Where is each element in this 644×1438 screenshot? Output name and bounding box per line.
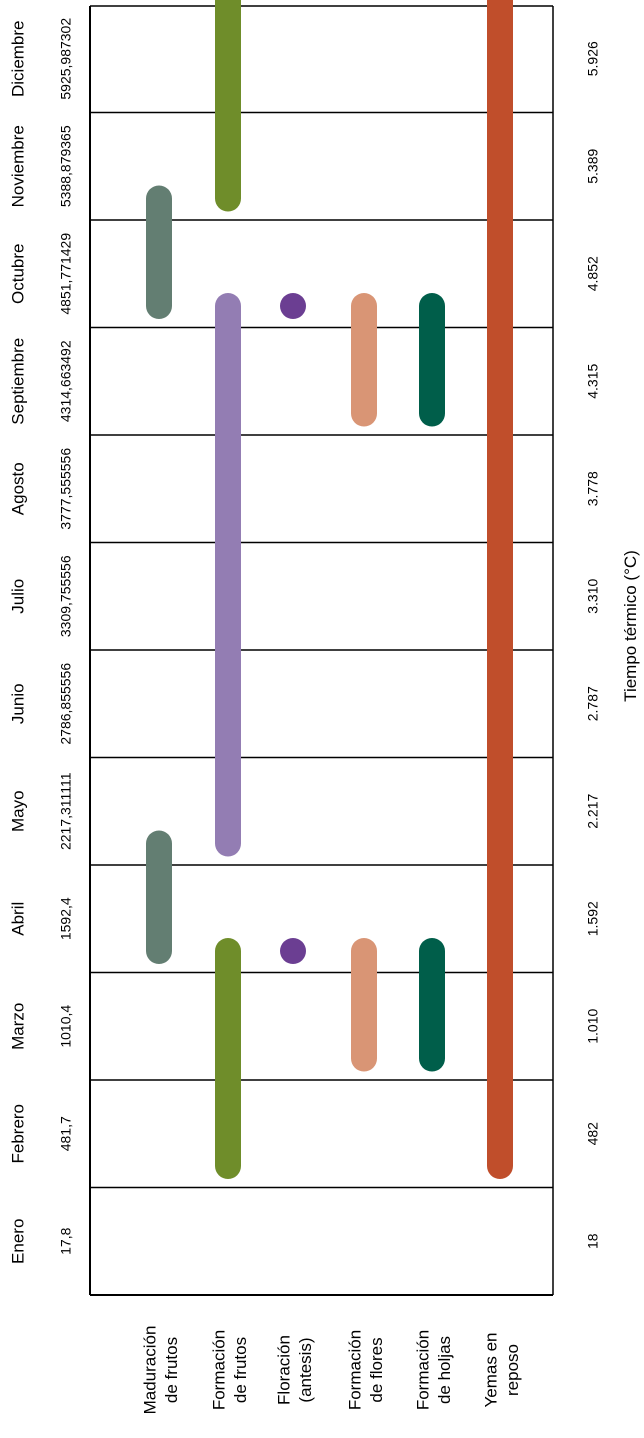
thermal-raw-label: 4314,663492	[58, 340, 74, 422]
month-label: Junio	[8, 683, 27, 724]
phenology-bar	[419, 293, 445, 427]
thermal-raw-label: 481,7	[58, 1116, 74, 1151]
category-label-line: reposo	[503, 1344, 522, 1396]
thermal-tick-label: 4.315	[585, 364, 601, 399]
category-label-line: Floración	[275, 1335, 294, 1405]
phenology-bar	[351, 938, 377, 1072]
phenology-bar	[419, 938, 445, 1072]
thermal-raw-label: 2217,311111	[58, 772, 74, 850]
category-label-line: de frutos	[231, 1337, 250, 1403]
month-label: Septiembre	[8, 338, 27, 425]
thermal-raw-label: 5925,987302	[58, 18, 74, 100]
thermal-tick-label: 5.389	[585, 149, 601, 184]
category-label-line: Formación	[346, 1330, 365, 1410]
thermal-tick-label: 3.310	[585, 579, 601, 614]
phenology-bar	[351, 293, 377, 427]
category-label: Formación de flores	[346, 1330, 386, 1410]
label-layer: Enero 17,8 18 Febrero 481,7 482 Marzo 1010,4 1.0…	[8, 18, 600, 1415]
month-label: Enero	[8, 1219, 27, 1264]
thermal-tick-label: 2.217	[585, 794, 601, 829]
month-label: Mayo	[8, 790, 27, 832]
x-axis-title: Tiempo térmico (°C)	[621, 550, 640, 702]
thermal-raw-label: 3777,555556	[58, 448, 74, 530]
month-label: Marzo	[8, 1003, 27, 1050]
category-label-line: de flores	[367, 1337, 386, 1402]
thermal-tick-label: 3.778	[585, 471, 601, 506]
month-label: Agosto	[8, 462, 27, 515]
month-label: Abril	[8, 902, 27, 936]
thermal-tick-label: 18	[585, 1233, 601, 1249]
thermal-tick-label: 2.787	[585, 686, 601, 721]
phenology-bar	[146, 830, 172, 964]
month-label: Julio	[8, 579, 27, 614]
thermal-tick-label: 482	[585, 1122, 601, 1146]
category-label: Maduración de frutos	[141, 1326, 181, 1415]
phenology-bar	[215, 938, 241, 1179]
category-label-line: Yemas en	[482, 1333, 501, 1408]
phenology-bar	[487, 0, 513, 1179]
month-label: Diciembre	[8, 20, 27, 97]
category-label-line: Maduración	[141, 1326, 160, 1415]
month-label: Octubre	[8, 244, 27, 304]
bar-layer	[146, 0, 513, 1179]
category-label-line: Formación	[210, 1330, 229, 1410]
category-label: Yemas en reposo	[482, 1333, 522, 1408]
phenology-bar	[215, 0, 241, 212]
grid-layer	[89, 5, 554, 1296]
thermal-raw-label: 4851,771429	[58, 233, 74, 315]
thermal-tick-label: 5.926	[585, 41, 601, 76]
thermal-raw-label: 2786,855556	[58, 663, 74, 745]
category-label: Floración (antesis)	[275, 1335, 315, 1405]
thermal-tick-label: 1.592	[585, 901, 601, 936]
thermal-raw-label: 5388,879365	[58, 125, 74, 207]
phenology-bar	[215, 293, 241, 857]
phenology-bar	[146, 185, 172, 319]
thermal-tick-label: 4.852	[585, 256, 601, 291]
phenology-dot	[280, 938, 306, 964]
thermal-raw-label: 1592,4	[58, 897, 74, 940]
month-label: Noviembre	[8, 125, 27, 207]
category-label-line: de frutos	[162, 1337, 181, 1403]
month-label: Febrero	[8, 1104, 27, 1164]
category-label-line: (antesis)	[296, 1337, 315, 1402]
thermal-raw-label: 17,8	[58, 1227, 74, 1254]
phenology-dot	[280, 293, 306, 319]
category-label: Formación de frutos	[210, 1330, 250, 1410]
category-label-line: Formación	[414, 1330, 433, 1410]
category-label-line: de holjas	[435, 1336, 454, 1404]
category-label: Formación de holjas	[414, 1330, 454, 1410]
thermal-tick-label: 1.010	[585, 1009, 601, 1044]
thermal-raw-label: 3309,755556	[58, 555, 74, 637]
thermal-raw-label: 1010,4	[58, 1005, 74, 1048]
